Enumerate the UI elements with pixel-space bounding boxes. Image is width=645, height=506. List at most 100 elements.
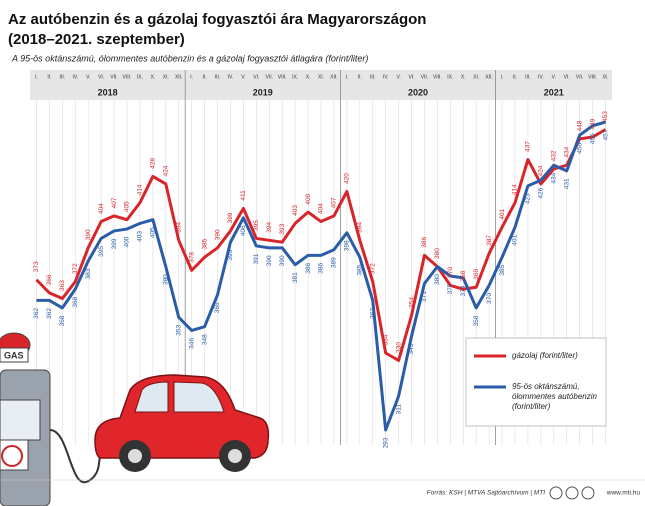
data-label: 380 bbox=[163, 274, 170, 285]
data-label: 424 bbox=[163, 165, 170, 176]
data-label: 457 bbox=[602, 129, 609, 140]
source: Forrás: KSH | MTVA Sajtóarchívum | MTI bbox=[427, 490, 546, 497]
car-window bbox=[173, 381, 225, 413]
pump-screen bbox=[0, 399, 41, 441]
pump-sign bbox=[0, 439, 29, 471]
x-tick-label: IX. bbox=[292, 74, 298, 80]
data-label: 394 bbox=[357, 222, 364, 233]
x-tick-label: X. bbox=[306, 74, 311, 80]
x-tick-label: VI. bbox=[564, 74, 570, 80]
x-tick-label: III. bbox=[370, 74, 376, 80]
data-label: 414 bbox=[512, 184, 519, 195]
data-label: 386 bbox=[421, 237, 428, 248]
x-tick-label: V. bbox=[86, 74, 90, 80]
data-label: 311 bbox=[395, 404, 402, 415]
pump-label bbox=[0, 347, 29, 363]
x-tick-label: XI. bbox=[163, 74, 169, 80]
x-tick-label: XI. bbox=[318, 74, 324, 80]
data-label: 385 bbox=[499, 264, 506, 275]
data-label: 455 bbox=[589, 133, 596, 144]
data-label: 383 bbox=[85, 268, 92, 279]
data-label: 403 bbox=[292, 205, 299, 216]
x-tick-label: XII. bbox=[330, 74, 338, 80]
data-label: 423 bbox=[525, 193, 532, 204]
data-label: 401 bbox=[512, 234, 519, 245]
data-label: 348 bbox=[201, 334, 208, 345]
x-tick-label: III. bbox=[60, 74, 66, 80]
data-label: 370 bbox=[486, 293, 493, 304]
data-label: 358 bbox=[473, 315, 480, 326]
data-label: 371 bbox=[421, 291, 428, 302]
data-label: 395 bbox=[253, 220, 260, 231]
x-tick-label: I. bbox=[501, 74, 504, 80]
data-label: 362 bbox=[369, 308, 376, 319]
x-tick-label: IV. bbox=[538, 74, 544, 80]
data-label: 374 bbox=[460, 285, 467, 296]
data-label: 405 bbox=[124, 201, 131, 212]
x-tick-label: VII. bbox=[421, 74, 429, 80]
data-label: 293 bbox=[382, 437, 389, 448]
header-band bbox=[30, 70, 612, 100]
x-tick-label: XII. bbox=[175, 74, 183, 80]
data-label: 434 bbox=[551, 172, 558, 183]
legend-label: gázolaj (forint/liter) bbox=[512, 351, 578, 360]
data-label: 424 bbox=[538, 165, 545, 176]
data-label: 362 bbox=[46, 308, 53, 319]
x-tick-label: VII. bbox=[110, 74, 118, 80]
data-label: 401 bbox=[499, 208, 506, 219]
data-label: 450 bbox=[576, 142, 583, 153]
data-label: 380 bbox=[434, 274, 441, 285]
data-label: 393 bbox=[227, 249, 234, 260]
data-label: 378 bbox=[188, 252, 195, 263]
data-label: 426 bbox=[538, 187, 545, 198]
data-label: 432 bbox=[551, 150, 558, 161]
car-window bbox=[134, 381, 169, 413]
logo bbox=[581, 486, 595, 500]
data-label: 373 bbox=[33, 261, 40, 272]
data-label: 353 bbox=[175, 325, 182, 336]
series-line bbox=[36, 120, 606, 432]
data-label: 389 bbox=[331, 257, 338, 268]
x-tick-label: X. bbox=[461, 74, 466, 80]
data-label: 403 bbox=[137, 231, 144, 242]
data-label: 394 bbox=[175, 222, 182, 233]
x-tick-label: XII. bbox=[485, 74, 493, 80]
data-label: 385 bbox=[357, 264, 364, 275]
data-label: 404 bbox=[98, 203, 105, 214]
x-tick-label: X. bbox=[150, 74, 155, 80]
x-tick-label: IV. bbox=[72, 74, 78, 80]
data-label: 375 bbox=[447, 283, 454, 294]
data-label: 411 bbox=[240, 190, 247, 201]
data-label: 431 bbox=[563, 178, 570, 189]
car-hub bbox=[228, 449, 242, 463]
data-label: 385 bbox=[201, 238, 208, 249]
data-label: 399 bbox=[227, 212, 234, 223]
data-label: 390 bbox=[266, 255, 273, 266]
gas-pump-illustration: GAS bbox=[0, 332, 106, 506]
legend-box bbox=[465, 337, 607, 427]
chart-title-line2: (2018–2021. szeptember) bbox=[8, 31, 185, 48]
data-label: 409 bbox=[305, 193, 312, 204]
x-tick-label: IV. bbox=[228, 74, 234, 80]
data-label: 346 bbox=[188, 338, 195, 349]
data-label: 420 bbox=[344, 173, 351, 184]
x-tick-label: III. bbox=[215, 74, 221, 80]
car-hub bbox=[128, 449, 142, 463]
x-tick-label: VIII. bbox=[588, 74, 597, 80]
x-tick-label: IX. bbox=[602, 74, 608, 80]
x-tick-label: VII. bbox=[576, 74, 584, 80]
x-tick-label: II. bbox=[358, 74, 362, 80]
logo bbox=[549, 486, 563, 500]
year-label: 2020 bbox=[408, 87, 428, 97]
x-tick-label: VIII. bbox=[123, 74, 132, 80]
data-label: 394 bbox=[266, 222, 273, 233]
x-tick-label: VIII. bbox=[278, 74, 287, 80]
data-label: 386 bbox=[318, 263, 325, 274]
data-label: 407 bbox=[111, 197, 118, 208]
data-label: 372 bbox=[72, 263, 79, 274]
x-tick-label: II. bbox=[513, 74, 517, 80]
website: www.mti.hu bbox=[606, 490, 641, 497]
data-label: 387 bbox=[486, 235, 493, 246]
data-label: 391 bbox=[253, 253, 260, 264]
